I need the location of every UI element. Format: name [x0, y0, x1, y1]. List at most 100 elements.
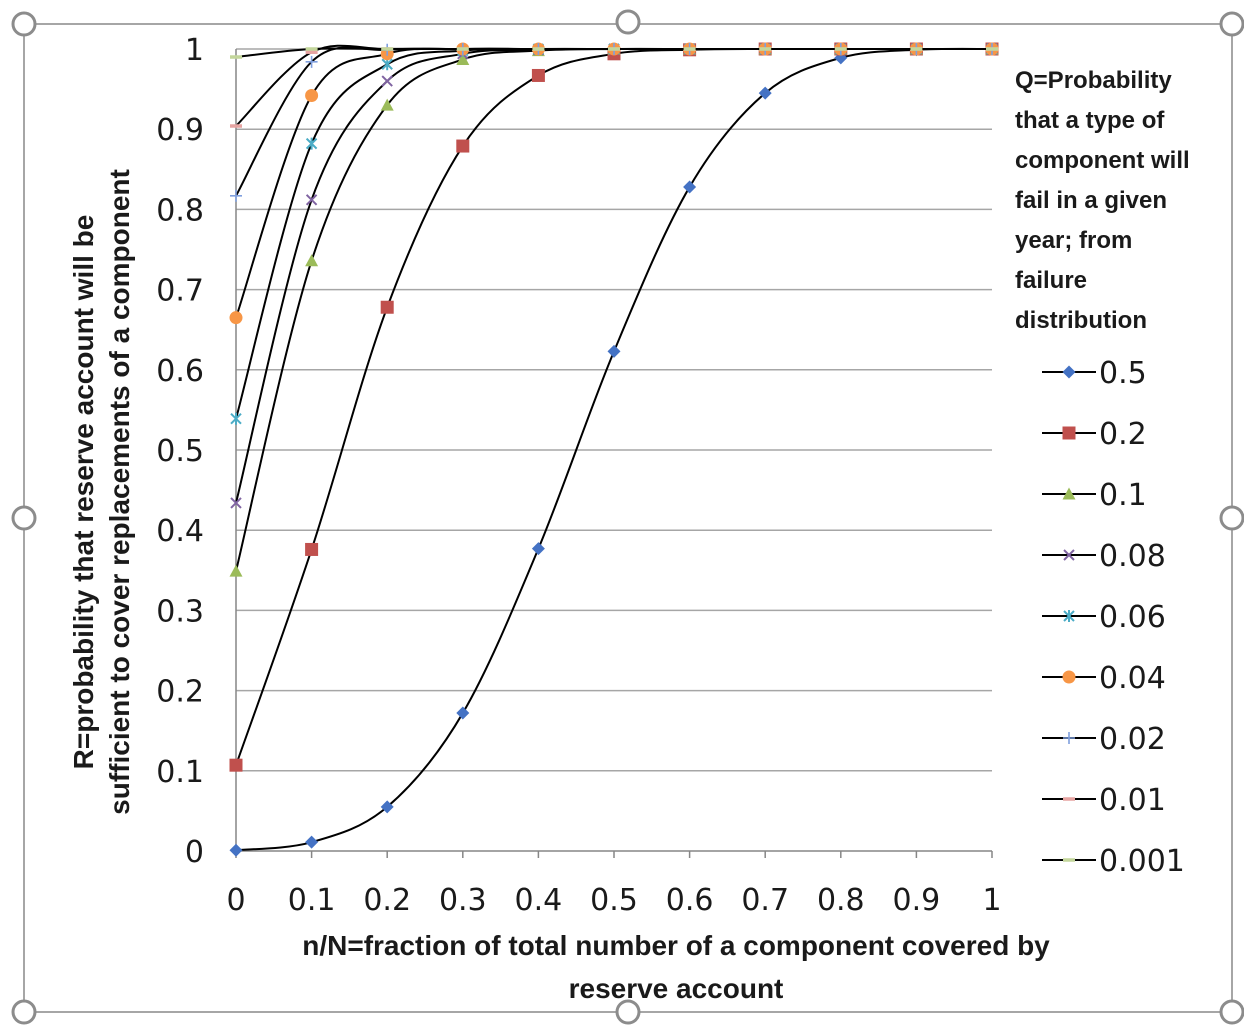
legend-entry: 0.01 — [1042, 783, 1166, 818]
legend-label: 0.02 — [1099, 722, 1166, 757]
legend-marker — [1062, 365, 1076, 379]
legend-marker — [1063, 549, 1075, 561]
y-tick-label: 0 — [185, 835, 204, 870]
y-axis-title-line: R=probability that reserve account will … — [68, 215, 99, 770]
data-point — [456, 706, 470, 720]
legend-marker — [1062, 670, 1076, 684]
x-tick-labels: 0 0.1 0.2 0.3 0.4 0.5 0.6 0.7 0.8 0.9 1 — [226, 883, 1001, 918]
resize-handle[interactable] — [615, 9, 641, 35]
y-axis-title-line: sufficient to cover replacements of a co… — [104, 169, 135, 815]
legend-title-line: Q=Probability — [1015, 67, 1172, 94]
series-line — [235, 47, 992, 572]
legend-title-line: failure — [1015, 267, 1087, 294]
legend-title-line: fail in a given — [1015, 187, 1167, 214]
y-tick-label: 0.1 — [156, 755, 204, 790]
data-point — [380, 800, 394, 814]
x-tick-label: 0.3 — [439, 883, 487, 918]
y-tick-label: 0.8 — [156, 193, 204, 228]
selection-handles — [11, 9, 1244, 1025]
legend-entry: 0.06 — [1042, 600, 1166, 635]
data-point — [305, 254, 319, 267]
x-tick-label: 0.6 — [666, 883, 714, 918]
data-point — [229, 843, 243, 857]
series-0_5 — [229, 42, 999, 857]
resize-handle[interactable] — [1219, 999, 1244, 1025]
series-line — [235, 47, 992, 504]
legend-marker — [1062, 426, 1076, 440]
data-point — [531, 68, 545, 82]
x-axis-title-line: reserve account — [569, 973, 784, 1004]
legend-entry: 0.5 — [1042, 356, 1147, 391]
x-axis-title: n/N=fraction of total number of a compon… — [302, 930, 1050, 1004]
y-tick-label: 0.3 — [156, 594, 204, 629]
data-point — [531, 542, 545, 556]
legend-label: 0.08 — [1099, 539, 1166, 574]
legend: Q=Probability that a type of component wil… — [1015, 67, 1190, 879]
x-tick-label: 0 — [226, 883, 245, 918]
data-point — [683, 180, 697, 194]
legend-label: 0.2 — [1099, 417, 1147, 452]
legend-entry: 0.04 — [1042, 661, 1166, 696]
legend-label: 0.01 — [1099, 783, 1166, 818]
x-tick-label: 0.5 — [590, 883, 638, 918]
y-tick-label: 1 — [185, 33, 204, 68]
legend-marker — [1063, 732, 1075, 744]
data-point — [229, 311, 243, 325]
y-tick-label: 0.4 — [156, 514, 204, 549]
resize-handle[interactable] — [615, 999, 641, 1025]
series-0_1 — [229, 42, 999, 577]
series-0_001 — [230, 47, 998, 59]
legend-entry: 0.1 — [1042, 478, 1147, 513]
legend-label: 0.1 — [1099, 478, 1147, 513]
series-line — [235, 47, 992, 419]
data-point — [305, 137, 318, 150]
x-tick-label: 0.4 — [515, 883, 563, 918]
x-tick-label: 0.9 — [893, 883, 941, 918]
resize-handle[interactable] — [1219, 505, 1244, 531]
x-tick-label: 0.8 — [817, 883, 865, 918]
legend-label: 0.001 — [1099, 844, 1185, 879]
legend-title-line: distribution — [1015, 307, 1147, 334]
data-point — [305, 194, 318, 206]
resize-handle[interactable] — [11, 999, 37, 1025]
y-tick-labels: 0 0.1 0.2 0.3 0.4 0.5 0.6 0.7 0.8 0.9 1 — [156, 33, 204, 870]
data-point — [305, 835, 319, 849]
resize-handle[interactable] — [11, 11, 37, 37]
y-tick-label: 0.7 — [156, 274, 204, 309]
resize-handle[interactable] — [11, 505, 37, 531]
data-point — [229, 758, 243, 772]
resize-handle[interactable] — [1219, 11, 1244, 37]
series-0_04 — [229, 42, 999, 325]
series-0_06 — [230, 43, 998, 425]
y-tick-label: 0.2 — [156, 675, 204, 710]
legend-title-line: that a type of — [1015, 107, 1165, 134]
gridlines — [236, 48, 992, 772]
data-point — [456, 52, 470, 65]
legend-marker — [1062, 487, 1076, 500]
data-point — [380, 300, 394, 314]
data-point — [758, 86, 772, 100]
x-tick-label: 0.1 — [288, 883, 336, 918]
x-tick-label: 0.2 — [363, 883, 411, 918]
data-point — [305, 89, 319, 103]
legend-title-line: year; from — [1015, 227, 1132, 254]
data-point — [380, 98, 394, 111]
y-tick-label: 0.6 — [156, 354, 204, 389]
data-point — [607, 344, 621, 358]
legend-label: 0.04 — [1099, 661, 1166, 696]
series-group — [229, 42, 999, 857]
data-point — [230, 189, 242, 202]
data-point — [305, 542, 319, 556]
axes — [235, 49, 993, 858]
series-0_2 — [229, 42, 999, 772]
legend-entry: 0.2 — [1042, 417, 1147, 452]
x-axis-title-line: n/N=fraction of total number of a compon… — [302, 930, 1050, 961]
y-tick-label: 0.5 — [156, 434, 204, 469]
legend-entry: 0.08 — [1042, 539, 1166, 574]
data-point — [305, 55, 318, 68]
legend-label: 0.5 — [1099, 356, 1147, 391]
legend-label: 0.06 — [1099, 600, 1166, 635]
series-line — [235, 47, 992, 766]
data-point — [230, 412, 242, 425]
